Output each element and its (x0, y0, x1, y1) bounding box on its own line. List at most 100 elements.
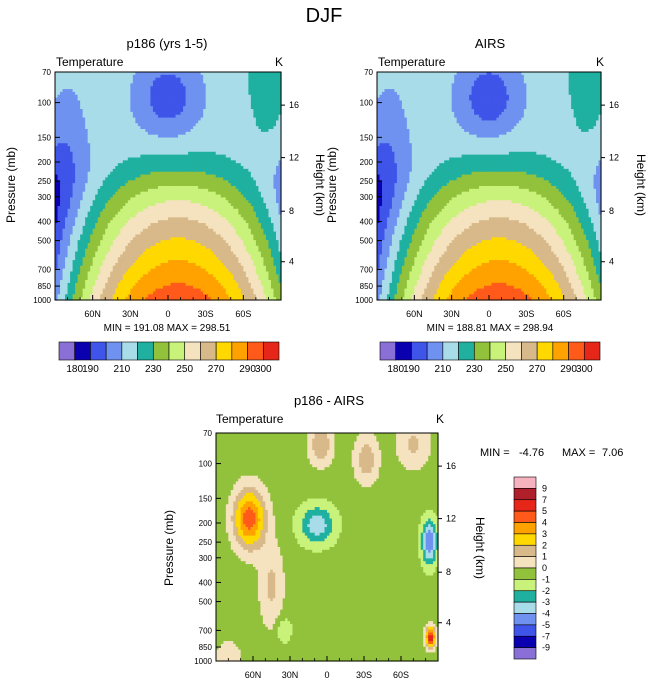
contour-cell (218, 174, 222, 179)
contour-cell (218, 151, 222, 156)
contour-cell (145, 186, 149, 190)
contour-cell (215, 126, 219, 130)
contour-cell (260, 154, 265, 159)
contour-cell (178, 103, 182, 107)
contour-cell (85, 72, 89, 76)
contour-cell (72, 157, 76, 161)
contour-cell (195, 151, 199, 156)
contour-cell (155, 126, 159, 130)
contour-cell (210, 89, 214, 93)
contour-cell (75, 91, 79, 96)
contour-cell (188, 114, 192, 119)
contour-cell (62, 89, 66, 93)
contour-cell (228, 129, 232, 133)
contour-cell (57, 154, 61, 159)
contour-cell (193, 100, 197, 104)
contour-cell (165, 180, 169, 184)
contour-cell (117, 117, 121, 122)
contour-cell (275, 129, 280, 133)
contour-cell (268, 191, 272, 196)
contour-cell (127, 123, 131, 127)
contour-cell (120, 137, 124, 141)
contour-cell (168, 203, 172, 207)
contour-cell (75, 163, 79, 167)
contour-cell (150, 97, 154, 102)
contour-cell (278, 157, 282, 161)
contour-cell (230, 74, 234, 79)
contour-cell (130, 160, 134, 164)
contour-cell (193, 151, 197, 156)
contour-cell (157, 151, 162, 156)
contour-cell (200, 86, 204, 90)
contour-cell (190, 109, 194, 113)
contour-cell (250, 197, 254, 201)
contour-cell (152, 94, 157, 99)
contour-cell (215, 197, 219, 201)
contour-cell (110, 134, 114, 139)
contour-cell (127, 151, 131, 156)
contour-cell (57, 80, 61, 84)
contour-cell (150, 146, 154, 150)
contour-cell (65, 205, 69, 210)
contour-cell (253, 154, 257, 159)
contour-cell (75, 83, 79, 87)
contour-cell (147, 83, 152, 87)
contour-cell (200, 146, 204, 150)
contour-cell (225, 129, 229, 133)
contour-cell (140, 103, 144, 107)
contour-cell (220, 89, 224, 93)
contour-cell (228, 154, 232, 159)
contour-cell (67, 117, 71, 122)
contour-cell (150, 191, 154, 196)
contour-cell (248, 114, 252, 119)
contour-cell (62, 174, 66, 179)
contour-cell (235, 183, 239, 187)
contour-cell (243, 197, 247, 201)
contour-cell (65, 89, 69, 93)
contour-cell (135, 205, 139, 210)
contour-cell (198, 106, 202, 110)
contour-cell (243, 203, 247, 207)
contour-cell (248, 205, 252, 210)
contour-cell (95, 180, 99, 184)
contour-cell (85, 148, 89, 153)
contour-cell (198, 154, 202, 159)
contour-cell (270, 168, 275, 173)
contour-cell (90, 111, 94, 116)
contour-cell (253, 151, 257, 156)
contour-cell (243, 100, 247, 104)
contour-cell (275, 74, 280, 79)
contour-cell (278, 137, 282, 141)
contour-cell (122, 134, 126, 139)
contour-cell (165, 205, 169, 210)
contour-cell (215, 205, 219, 210)
contour-cell (160, 134, 164, 139)
contour-cell (155, 148, 159, 153)
contour-cell (97, 129, 101, 133)
contour-cell (230, 109, 234, 113)
contour-cell (218, 203, 222, 207)
contour-cell (180, 89, 184, 93)
contour-cell (150, 134, 154, 139)
contour-cell (70, 171, 74, 176)
contour-cell (92, 137, 96, 141)
contour-cell (162, 100, 167, 104)
contour-cell (203, 186, 207, 190)
contour-cell (62, 200, 66, 204)
contour-cell (225, 97, 229, 102)
contour-cell (185, 191, 189, 196)
contour-cell (85, 168, 89, 173)
contour-cell (55, 123, 59, 127)
contour-cell (238, 131, 242, 136)
contour-cell (270, 143, 275, 147)
contour-cell (263, 94, 267, 99)
contour-cell (188, 174, 192, 179)
contour-cell (178, 180, 182, 184)
contour-cell (180, 83, 184, 87)
contour-cell (183, 186, 187, 190)
contour-cell (248, 177, 252, 181)
contour-cell (110, 151, 114, 156)
contour-cell (75, 103, 79, 107)
contour-cell (205, 154, 209, 159)
contour-cell (225, 140, 229, 144)
